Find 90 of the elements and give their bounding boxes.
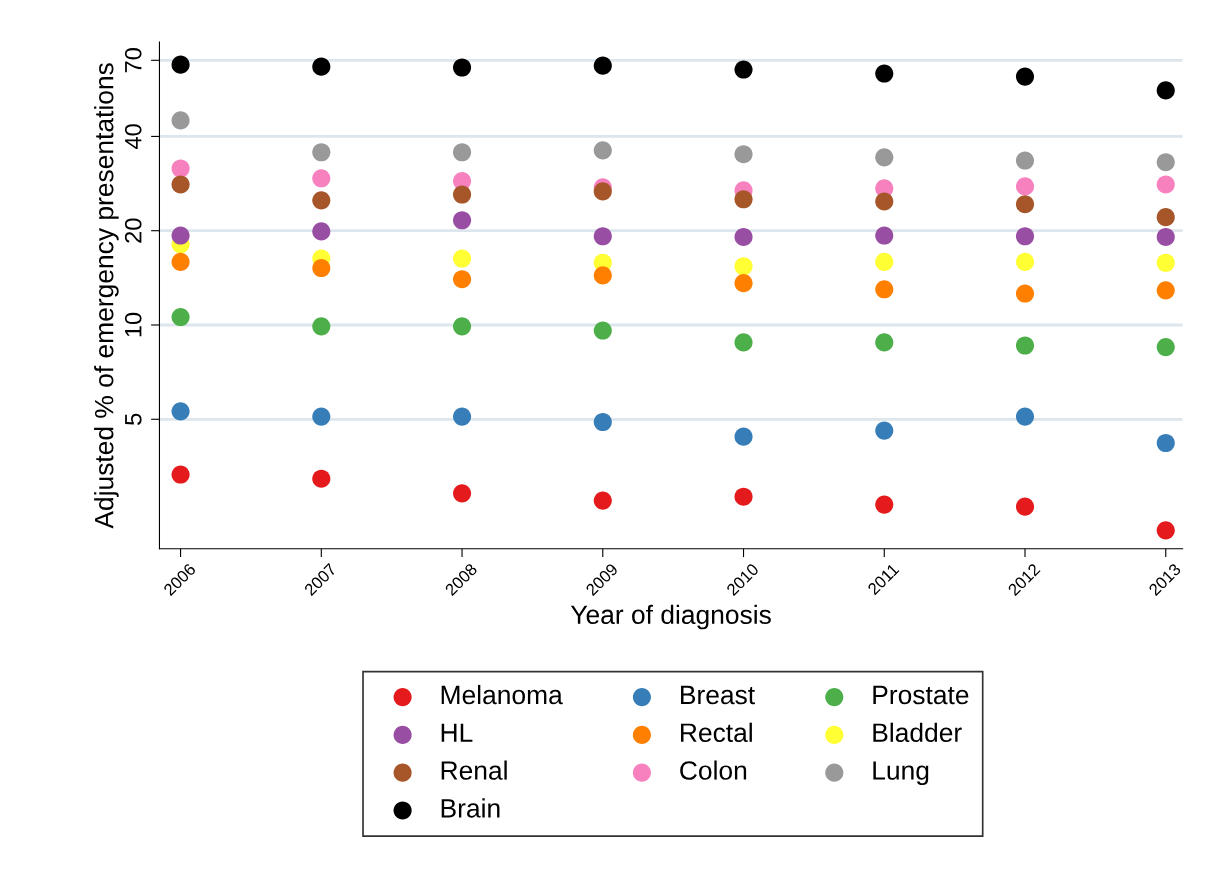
y-tick-label: 40 (124, 124, 142, 150)
point (1156, 153, 1175, 172)
point (171, 402, 190, 421)
point (1156, 208, 1175, 227)
point (452, 185, 472, 204)
y-tick-label: 70 (124, 48, 142, 73)
point (875, 148, 894, 167)
point (734, 145, 753, 164)
point (1015, 151, 1035, 170)
point (593, 491, 612, 510)
point (875, 192, 894, 211)
point (312, 407, 331, 426)
point (875, 421, 894, 440)
legend-label: Lung (873, 761, 929, 786)
point (452, 317, 472, 336)
point (1015, 497, 1035, 516)
point (171, 226, 190, 245)
point (875, 226, 894, 245)
point (593, 182, 612, 201)
point (593, 141, 612, 160)
point (1015, 67, 1035, 86)
point (452, 270, 472, 289)
point (1015, 336, 1035, 355)
y-axis-title: Adjusted % of emergency presentations (94, 63, 119, 529)
point (593, 412, 612, 432)
point (1015, 407, 1035, 426)
point (312, 57, 331, 76)
point (312, 169, 331, 188)
y-tick-label: 10 (124, 312, 142, 337)
point (171, 175, 190, 194)
point (1156, 227, 1175, 247)
point (593, 56, 612, 75)
point (171, 55, 190, 74)
point (1156, 433, 1175, 453)
point (452, 484, 472, 503)
point (312, 143, 331, 162)
x-axis-title: Year of diagnosis (570, 604, 771, 630)
point (734, 427, 753, 446)
point (312, 317, 331, 336)
point (171, 252, 190, 271)
point (1156, 281, 1175, 300)
point (1015, 195, 1035, 214)
point (171, 465, 190, 484)
y-tick-label: 5 (125, 413, 142, 425)
point (452, 211, 472, 230)
point (1156, 521, 1175, 540)
point (1015, 252, 1035, 271)
point (1156, 338, 1175, 357)
point (312, 222, 331, 241)
point (875, 495, 894, 514)
point (452, 143, 472, 162)
point (1156, 253, 1175, 272)
point (875, 252, 894, 271)
point (312, 258, 331, 278)
point (452, 58, 472, 77)
point (734, 257, 753, 276)
point (312, 469, 331, 488)
legend-label: Rectal (681, 722, 752, 743)
point (452, 249, 472, 268)
y-tick-label: 20 (124, 218, 142, 243)
point (734, 333, 753, 352)
point (593, 266, 612, 285)
point (1015, 227, 1035, 246)
point (1015, 177, 1035, 196)
legend-label: Melanoma (441, 684, 563, 705)
legend-label: Bladder (873, 722, 962, 743)
point (593, 227, 612, 246)
point (875, 64, 894, 83)
legend-label: Colon (680, 760, 747, 780)
point (171, 308, 190, 327)
point (734, 60, 753, 79)
legend-label: HL (441, 723, 473, 742)
point (734, 227, 753, 247)
point (171, 111, 190, 130)
legend-label: Breast (681, 685, 755, 705)
legend-label: Brain (441, 798, 500, 818)
point (1156, 175, 1175, 194)
point (1015, 284, 1035, 303)
point (1156, 81, 1175, 100)
point (734, 487, 753, 506)
point (734, 190, 753, 209)
legend-label: Renal (441, 760, 507, 780)
point (452, 407, 472, 426)
point (593, 321, 612, 340)
legend-label: Prostate (873, 685, 969, 705)
point (312, 191, 331, 210)
point (734, 274, 753, 293)
point (171, 159, 190, 178)
point (875, 280, 894, 299)
point (875, 333, 894, 352)
